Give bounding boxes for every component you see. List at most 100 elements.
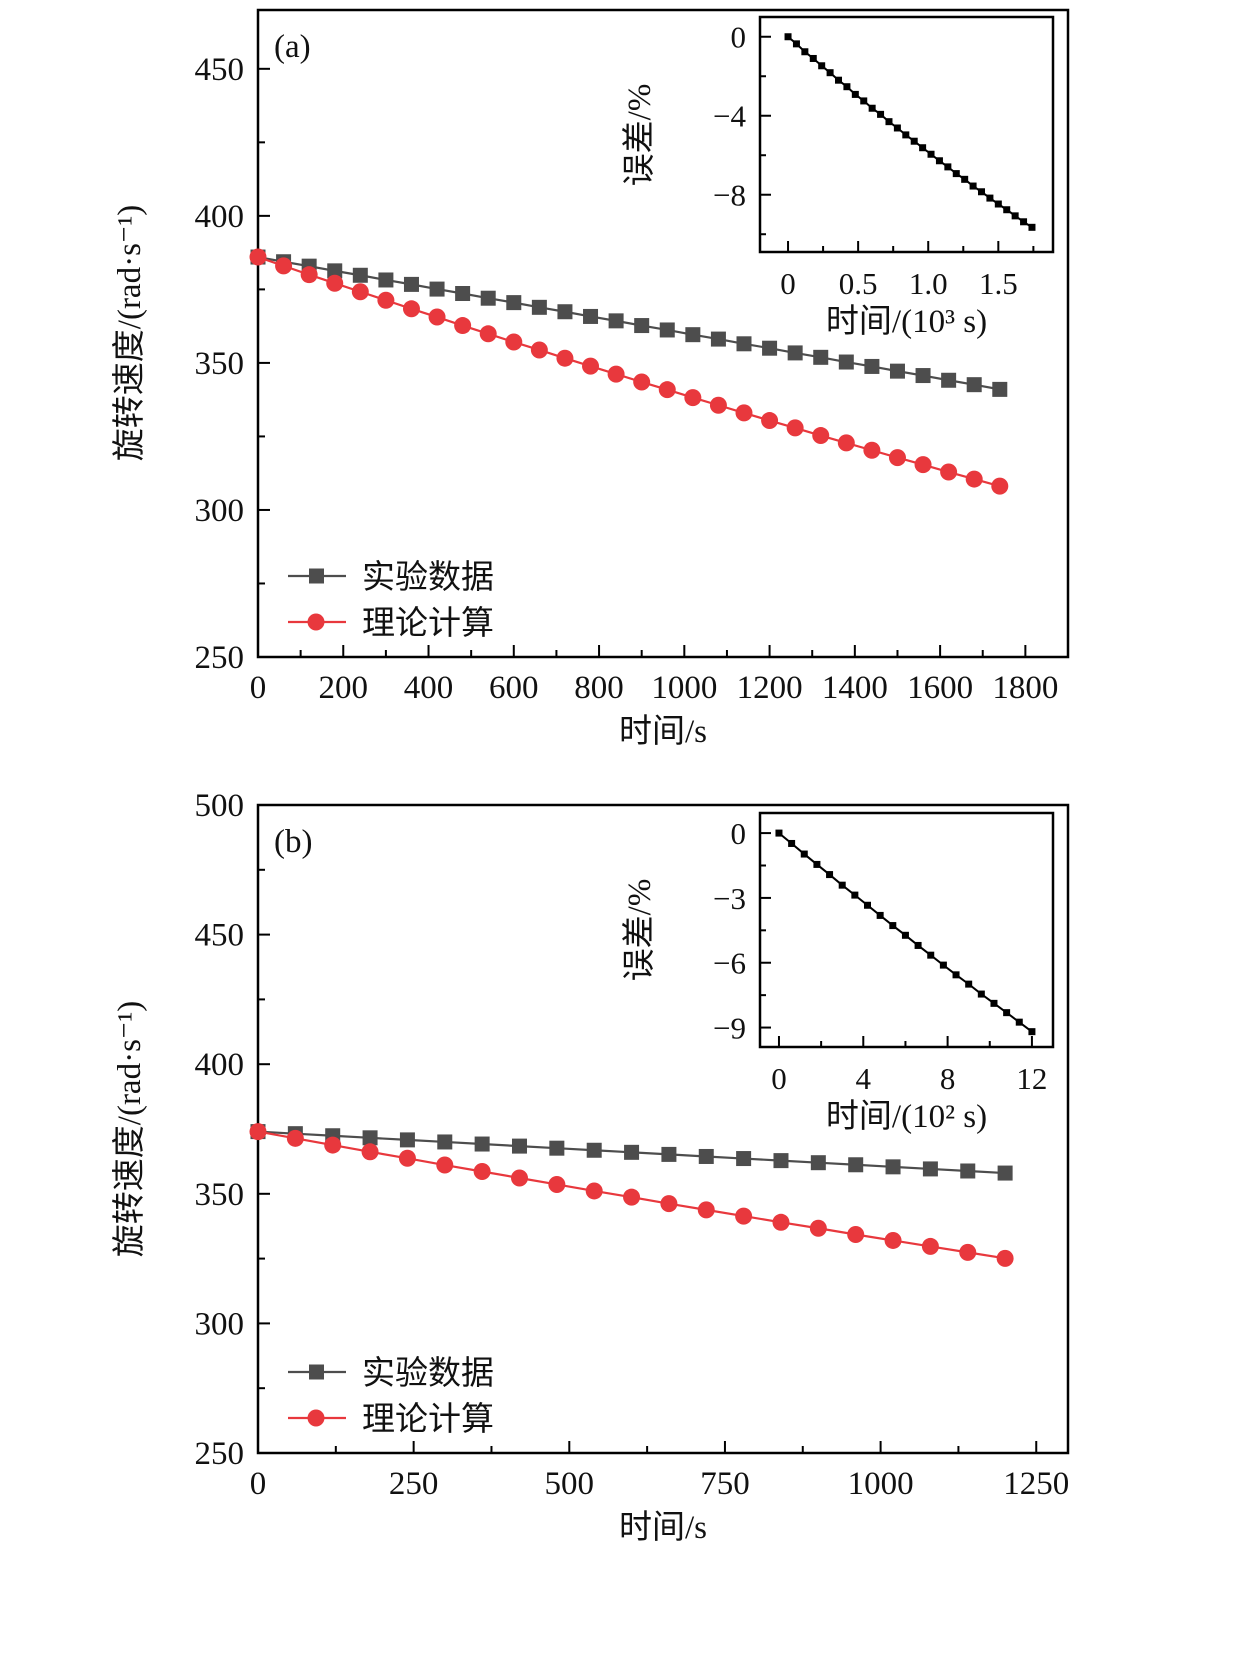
x-tick-label: 1400: [822, 670, 888, 706]
inset-data-point: [978, 188, 986, 196]
data-point-circle: [761, 412, 779, 430]
data-point-circle: [633, 373, 651, 391]
inset-data-point: [826, 69, 834, 77]
data-point-square: [506, 295, 522, 311]
data-point-circle: [548, 1175, 566, 1193]
data-point-square: [511, 1138, 527, 1154]
inset-x-tick-label: 0: [771, 1061, 787, 1096]
data-point-circle: [991, 477, 1009, 495]
inset-data-point: [952, 170, 960, 178]
data-point-circle: [377, 291, 395, 309]
inset-data-point: [986, 194, 994, 202]
inset-data-point: [775, 829, 783, 837]
data-point-square: [960, 1163, 976, 1179]
data-point-circle: [351, 283, 369, 301]
inset-data-point: [813, 860, 821, 868]
data-point-circle: [660, 1195, 678, 1213]
data-point-square: [403, 276, 419, 292]
data-point-circle: [623, 1188, 641, 1206]
series-theoretical: [249, 248, 1009, 495]
inset-data-point: [818, 62, 826, 70]
data-point-square: [710, 331, 726, 347]
x-tick-label: 800: [574, 670, 624, 706]
inset-x-tick-label: 8: [940, 1061, 956, 1096]
data-point-square: [966, 377, 982, 393]
inset-data-point: [1020, 218, 1028, 226]
data-point-square: [813, 349, 829, 365]
data-point-circle: [735, 1207, 753, 1225]
legend-label: 实验数据: [362, 1355, 494, 1392]
inset-x-tick-label: 4: [856, 1061, 872, 1096]
data-point-square: [362, 1130, 378, 1146]
inset-data-point: [851, 891, 859, 899]
data-point-circle: [361, 1143, 379, 1161]
legend-square-marker: [309, 568, 324, 584]
inset-y-tick-label: 0: [731, 816, 747, 851]
inset-data-point: [893, 124, 901, 132]
data-point-circle: [556, 349, 574, 367]
inset-x-tick-label: 1.0: [909, 266, 948, 301]
inset-y-tick-label: 0: [731, 20, 747, 55]
inset-data-point: [809, 54, 817, 62]
data-point-circle: [697, 1201, 715, 1219]
data-point-circle: [809, 1219, 827, 1237]
inset-data-point: [835, 76, 843, 84]
data-point-square: [864, 358, 880, 374]
inset-y-tick-label: −4: [713, 99, 746, 134]
x-tick-label: 1600: [907, 670, 973, 706]
inset-data-point: [801, 48, 809, 56]
data-point-square: [838, 354, 854, 370]
inset-data-point: [784, 33, 792, 41]
legend-entry: 实验数据: [288, 559, 494, 596]
data-point-square: [327, 263, 343, 279]
inset-x-tick-label: 12: [1016, 1061, 1047, 1096]
y-tick-label: 450: [195, 52, 245, 88]
inset-y-tick-label: −9: [713, 1011, 746, 1046]
legend-label: 理论计算: [362, 605, 494, 642]
inset-data-point: [788, 839, 796, 847]
data-point-square: [399, 1132, 415, 1148]
data-point-square: [480, 290, 496, 306]
data-point-square: [624, 1144, 640, 1160]
legend-label: 实验数据: [362, 559, 494, 596]
data-point-circle: [888, 449, 906, 467]
inset-data-point: [952, 971, 960, 979]
data-point-circle: [921, 1237, 939, 1255]
data-point-square: [352, 267, 368, 283]
inset-data-point: [864, 901, 872, 909]
data-point-circle: [772, 1213, 790, 1231]
data-point-circle: [275, 257, 293, 275]
data-point-circle: [286, 1129, 304, 1147]
data-point-circle: [582, 357, 600, 375]
data-point-circle: [454, 317, 472, 335]
inset-data-point: [961, 175, 969, 183]
inset-data-point: [1015, 1018, 1023, 1026]
y-tick-label: 350: [195, 1177, 245, 1213]
inset-data-point: [914, 941, 922, 949]
inset-data-point: [969, 182, 977, 190]
inset-x-axis-label: 时间/(10³ s): [826, 304, 987, 340]
inset-data-point: [990, 999, 998, 1007]
data-point-square: [583, 308, 599, 324]
data-point-square: [531, 299, 547, 315]
y-tick-label: 250: [195, 1436, 245, 1472]
inset-frame: [758, 811, 1055, 1049]
inset-data-point: [965, 980, 973, 988]
inset-data-point: [935, 157, 943, 165]
inset-data-point: [860, 97, 868, 105]
data-point-square: [787, 345, 803, 361]
inset-error-chart: 0 4 8 12 0 −3 −6 −9 时间/(10² s) 误差/%: [621, 811, 1055, 1135]
inset-data-point: [876, 911, 884, 919]
x-tick-label: 1800: [992, 670, 1058, 706]
data-point-square: [915, 368, 931, 384]
x-tick-label: 1000: [848, 1466, 914, 1502]
data-point-circle: [786, 419, 804, 437]
data-point-square: [810, 1155, 826, 1171]
inset-data-point: [901, 931, 909, 939]
data-point-circle: [863, 441, 881, 459]
x-axis-label: 时间/s: [619, 714, 707, 750]
x-tick-label: 500: [545, 1466, 595, 1502]
data-point-circle: [249, 248, 267, 266]
inset-data-point: [927, 951, 935, 959]
inset-data-point: [851, 90, 859, 98]
